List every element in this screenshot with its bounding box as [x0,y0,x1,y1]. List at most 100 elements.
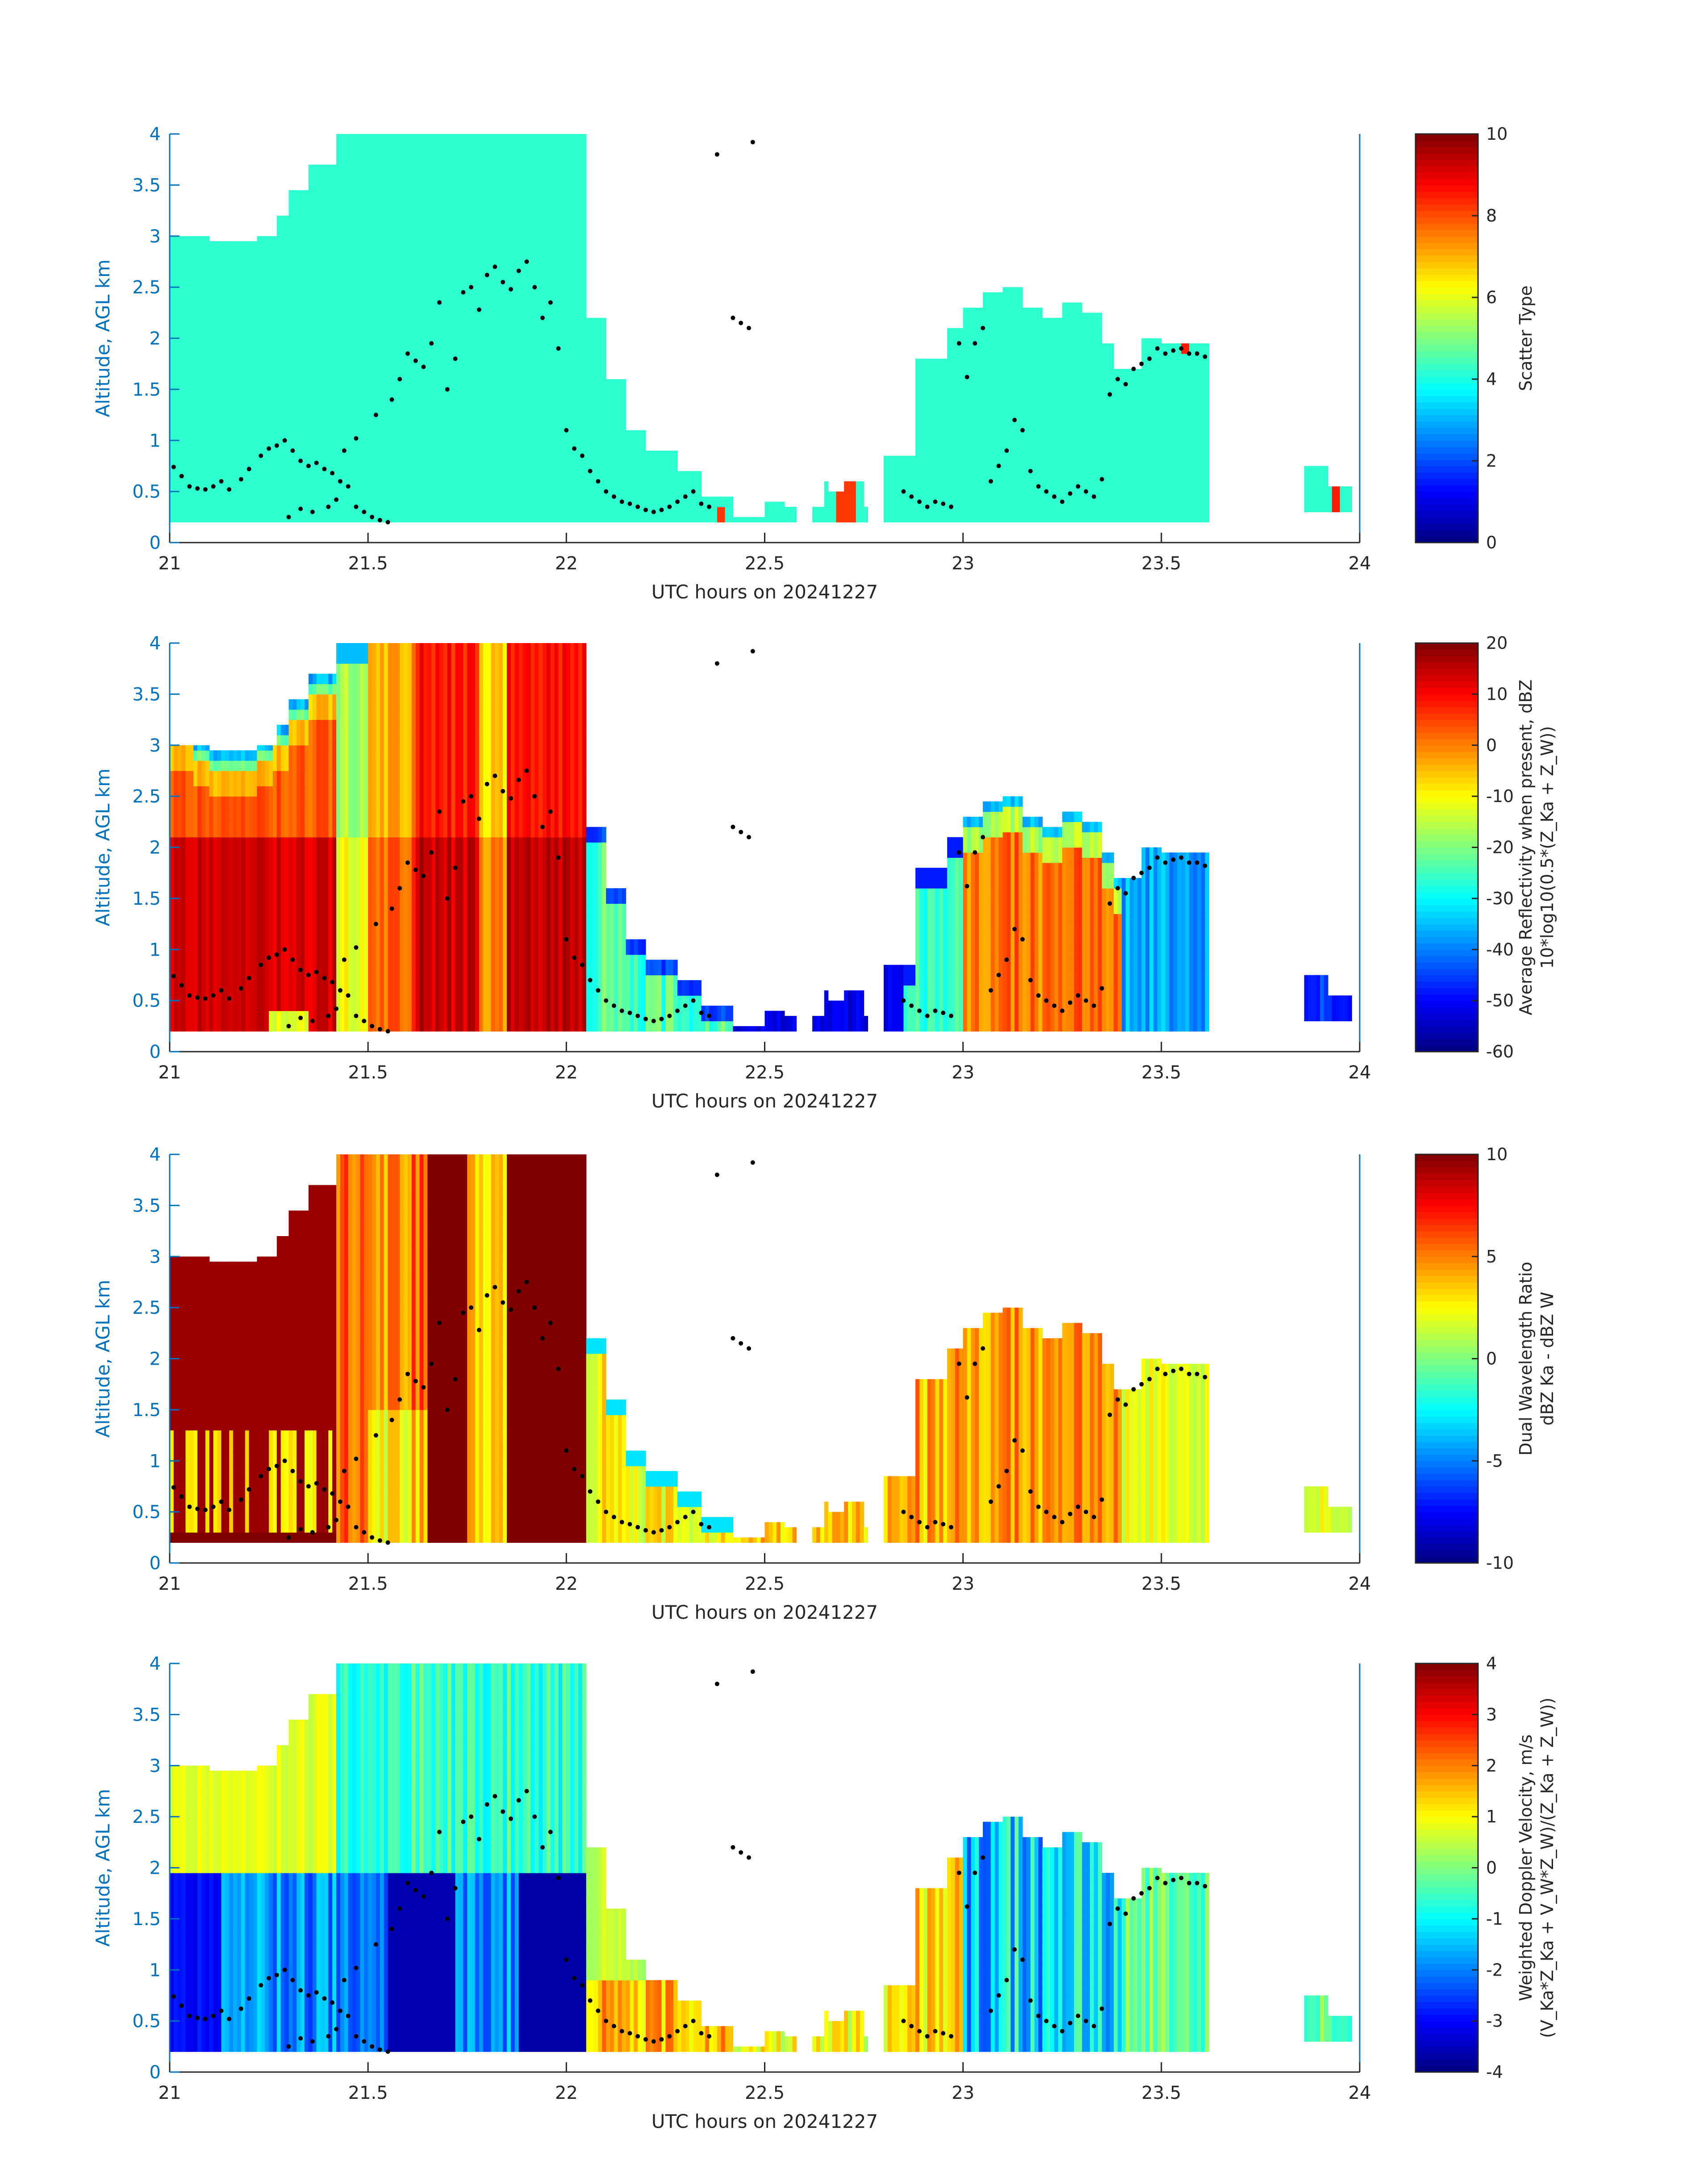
heatmap-cell [193,282,197,288]
heatmap-cell [221,359,225,364]
heatmap-cell [174,302,178,308]
heatmap-cell [245,364,249,369]
heatmap-cell [197,481,201,487]
heatmap-cell [265,384,269,389]
heatmap-cell [277,374,281,380]
heatmap-cell [305,471,309,476]
heatmap-cell [241,287,245,292]
heatmap-cell [233,410,237,415]
heatmap-cell [193,512,197,517]
heatmap-cell [301,241,305,247]
heatmap-cell [265,466,269,471]
heatmap-cell [277,226,281,231]
heatmap-cell [174,323,178,328]
heatmap-cell [197,267,201,272]
heatmap-cell [265,410,269,415]
heatmap-cell [249,476,253,481]
heatmap-cell [201,384,205,389]
heatmap-cell [296,512,301,517]
heatmap-cell [289,348,293,354]
heatmap-cell [292,435,296,441]
heatmap-cell [237,251,241,257]
heatmap-cell [237,481,241,487]
heatmap-cell [241,492,245,497]
heatmap-cell [261,492,265,497]
heatmap-cell [292,302,296,308]
heatmap-cell [305,257,309,262]
heatmap-cell [296,272,301,277]
heatmap-cell [237,343,241,349]
heatmap-cell [197,400,201,405]
heatmap-cell [273,451,277,456]
heatmap-cell [229,277,233,282]
heatmap-cell [178,507,182,512]
heatmap-cell [257,394,261,400]
heatmap-cell [186,512,190,517]
heatmap-cell [257,440,261,446]
heatmap-cell [205,236,209,242]
heatmap-cell [277,241,281,247]
heatmap-cell [289,456,293,461]
heatmap-cell [261,236,265,242]
heatmap-cell [225,451,229,456]
heatmap-cell [237,389,241,395]
heatmap-cell [209,354,213,359]
heatmap-cell [233,247,237,252]
heatmap-cell [205,241,209,247]
heatmap-cell [277,456,281,461]
heatmap-cell [225,461,229,466]
heatmap-cell [237,313,241,318]
heatmap-cell [277,394,281,400]
heatmap-cell [229,435,233,441]
heatmap-cell [249,354,253,359]
heatmap-cell [296,292,301,298]
heatmap-cell [213,446,217,451]
heatmap-cell [261,384,265,389]
heatmap-cell [237,466,241,471]
heatmap-cell [257,318,261,323]
heatmap-cell [273,313,277,318]
heatmap-cell [182,318,186,323]
heatmap-cell [261,364,265,369]
heatmap-cell [289,440,293,446]
heatmap-cell [193,257,197,262]
heatmap-cell [292,277,296,282]
heatmap-cell [265,236,269,242]
heatmap-cell [174,420,178,426]
heatmap-cell [261,287,265,292]
heatmap-cell [225,410,229,415]
heatmap-cell [221,497,225,502]
heatmap-cell [197,297,201,303]
heatmap-cell [178,236,182,242]
heatmap-cell [178,313,182,318]
heatmap-cell [245,486,249,492]
heatmap-cell [197,348,201,354]
heatmap-cell [217,282,221,288]
heatmap-cell [292,481,296,487]
heatmap-cell [209,328,213,334]
heatmap-cell [178,302,182,308]
heatmap-cell [296,348,301,354]
heatmap-cell [233,277,237,282]
heatmap-cell [305,216,309,221]
heatmap-cell [193,466,197,471]
heatmap-cell [292,313,296,318]
heatmap-cell [186,476,190,481]
heatmap-cell [174,287,178,292]
heatmap-cell [265,517,269,522]
heatmap-cell [305,272,309,277]
heatmap-cell [209,297,213,303]
heatmap-cell [213,430,217,435]
heatmap-cell [174,374,178,380]
heatmap-cell [205,461,209,466]
heatmap-cell [245,502,249,507]
heatmap-cell [296,354,301,359]
heatmap-cell [261,328,265,334]
heatmap-cell [261,323,265,328]
heatmap-cell [261,247,265,252]
heatmap-cell [273,297,277,303]
heatmap-cell [186,435,190,441]
heatmap-cell [273,512,277,517]
heatmap-cell [309,497,313,502]
heatmap-cell [301,435,305,441]
